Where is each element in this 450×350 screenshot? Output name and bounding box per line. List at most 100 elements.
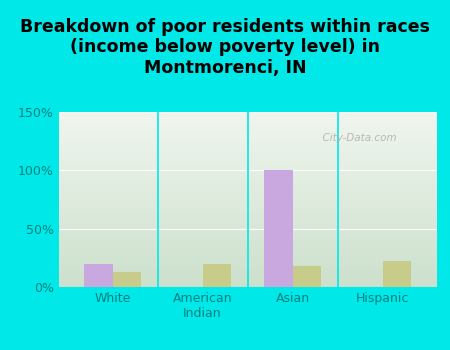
Bar — [58, 278, 436, 280]
Bar — [292, 266, 321, 287]
Bar — [58, 208, 436, 210]
Bar — [58, 172, 436, 173]
Bar — [58, 201, 436, 203]
Bar — [58, 262, 436, 264]
Bar — [58, 154, 436, 156]
Bar — [58, 205, 436, 206]
Bar — [58, 116, 436, 117]
Bar — [58, 248, 436, 250]
Bar — [58, 170, 436, 172]
Bar — [58, 264, 436, 266]
Bar — [58, 136, 436, 138]
Bar — [58, 206, 436, 208]
Bar — [58, 166, 436, 168]
Bar — [58, 164, 436, 166]
Bar — [58, 128, 436, 130]
Bar — [202, 264, 231, 287]
Bar — [58, 247, 436, 248]
Bar — [58, 276, 436, 278]
Bar — [58, 215, 436, 217]
Bar — [58, 284, 436, 285]
Bar — [264, 170, 292, 287]
Bar — [58, 126, 436, 128]
Bar — [58, 145, 436, 147]
Bar — [58, 212, 436, 214]
Bar — [58, 275, 436, 276]
Bar — [58, 256, 436, 257]
Bar — [58, 150, 436, 152]
Bar — [58, 180, 436, 182]
Bar — [58, 222, 436, 224]
Bar — [58, 233, 436, 234]
Bar — [58, 161, 436, 163]
Bar — [58, 219, 436, 220]
Bar — [58, 245, 436, 247]
Bar — [58, 156, 436, 158]
Bar — [58, 124, 436, 126]
Bar — [58, 224, 436, 226]
Bar — [58, 268, 436, 270]
Text: Breakdown of poor residents within races
(income below poverty level) in
Montmor: Breakdown of poor residents within races… — [20, 18, 430, 77]
Bar — [58, 186, 436, 187]
Bar — [58, 250, 436, 252]
Bar — [58, 173, 436, 175]
Bar — [58, 196, 436, 198]
Bar — [84, 264, 112, 287]
Bar — [58, 177, 436, 178]
Bar — [58, 240, 436, 242]
Bar — [58, 259, 436, 261]
Bar — [58, 175, 436, 177]
Bar — [58, 121, 436, 122]
Bar — [58, 231, 436, 233]
Bar — [58, 199, 436, 201]
Bar — [58, 158, 436, 159]
Bar — [58, 270, 436, 271]
Bar — [58, 191, 436, 192]
Bar — [58, 119, 436, 121]
Bar — [58, 152, 436, 154]
Bar — [58, 117, 436, 119]
Bar — [58, 228, 436, 229]
Bar — [58, 257, 436, 259]
Bar — [112, 272, 141, 287]
Bar — [58, 138, 436, 140]
Bar — [58, 193, 436, 194]
Bar — [58, 282, 436, 284]
Bar — [58, 234, 436, 236]
Bar — [58, 147, 436, 149]
Bar — [58, 140, 436, 142]
Bar — [58, 194, 436, 196]
Bar — [58, 122, 436, 124]
Bar — [58, 238, 436, 240]
Bar — [58, 261, 436, 262]
Bar — [58, 241, 436, 243]
Bar — [58, 229, 436, 231]
Bar — [58, 130, 436, 131]
Bar — [58, 214, 436, 215]
Bar — [58, 133, 436, 135]
Bar — [382, 261, 411, 287]
Bar — [58, 178, 436, 180]
Bar — [58, 144, 436, 145]
Bar — [58, 187, 436, 189]
Bar — [58, 114, 436, 116]
Bar — [58, 285, 436, 287]
Bar — [58, 189, 436, 191]
Bar — [58, 135, 436, 136]
Bar — [58, 220, 436, 222]
Bar — [58, 203, 436, 205]
Bar — [58, 271, 436, 273]
Bar — [58, 149, 436, 150]
Bar — [58, 142, 436, 143]
Bar — [58, 112, 436, 114]
Bar — [58, 163, 436, 164]
Bar — [58, 252, 436, 254]
Bar — [58, 159, 436, 161]
Bar — [58, 184, 436, 186]
Bar — [58, 254, 436, 256]
Bar — [58, 280, 436, 282]
Bar — [58, 236, 436, 238]
Bar — [58, 243, 436, 245]
Bar — [58, 182, 436, 184]
Bar — [58, 217, 436, 219]
